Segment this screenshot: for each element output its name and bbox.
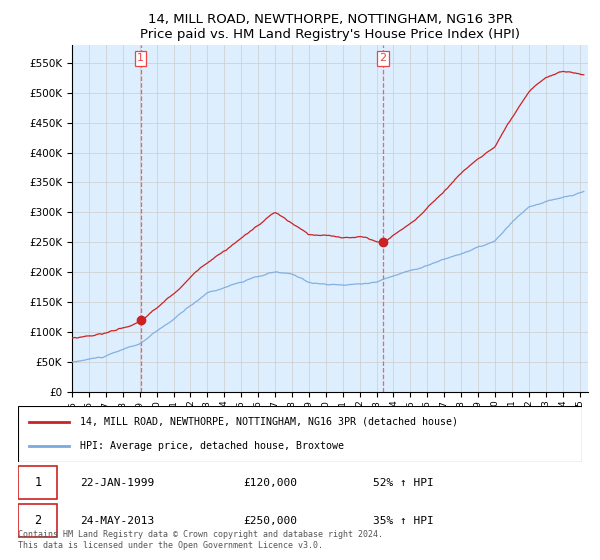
Text: 1: 1 [137,54,144,63]
Text: 35% ↑ HPI: 35% ↑ HPI [373,516,434,526]
FancyBboxPatch shape [18,406,582,462]
Text: 52% ↑ HPI: 52% ↑ HPI [373,478,434,488]
Text: 22-JAN-1999: 22-JAN-1999 [80,478,154,488]
Text: £250,000: £250,000 [244,516,298,526]
Text: 1: 1 [34,476,41,489]
FancyBboxPatch shape [18,466,58,499]
Text: 2: 2 [34,514,41,527]
Title: 14, MILL ROAD, NEWTHORPE, NOTTINGHAM, NG16 3PR
Price paid vs. HM Land Registry's: 14, MILL ROAD, NEWTHORPE, NOTTINGHAM, NG… [140,13,520,41]
Text: £120,000: £120,000 [244,478,298,488]
Text: 2: 2 [380,54,386,63]
Text: HPI: Average price, detached house, Broxtowe: HPI: Average price, detached house, Brox… [80,441,344,451]
Text: 14, MILL ROAD, NEWTHORPE, NOTTINGHAM, NG16 3PR (detached house): 14, MILL ROAD, NEWTHORPE, NOTTINGHAM, NG… [80,417,458,427]
Text: 24-MAY-2013: 24-MAY-2013 [80,516,154,526]
FancyBboxPatch shape [18,504,58,537]
Text: Contains HM Land Registry data © Crown copyright and database right 2024.
This d: Contains HM Land Registry data © Crown c… [18,530,383,550]
